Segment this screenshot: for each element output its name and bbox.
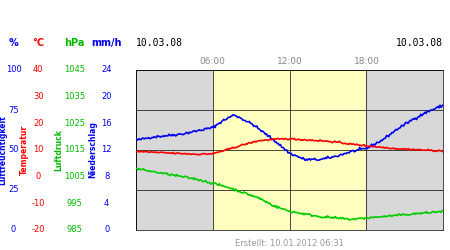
Text: 10.03.08: 10.03.08 [136,38,183,48]
Text: Temperatur: Temperatur [20,125,29,175]
Text: 20: 20 [33,119,44,128]
Text: -20: -20 [32,226,45,234]
Text: 8: 8 [104,172,109,181]
Text: 40: 40 [33,66,44,74]
Text: 25: 25 [8,186,19,194]
Text: 12: 12 [101,146,112,154]
Text: Luftfeuchtigkeit: Luftfeuchtigkeit [0,115,8,185]
Text: 30: 30 [33,92,44,101]
Text: 16: 16 [101,119,112,128]
Text: 10.03.08: 10.03.08 [396,38,443,48]
Text: 18:00: 18:00 [354,57,379,66]
Text: 1015: 1015 [64,146,85,154]
Text: -10: -10 [32,199,45,208]
Text: 985: 985 [66,226,82,234]
Text: 20: 20 [101,92,112,101]
Text: Erstellt: 10.01.2012 06:31: Erstellt: 10.01.2012 06:31 [235,238,344,248]
Text: 10: 10 [33,146,44,154]
Text: Niederschlag: Niederschlag [89,122,98,178]
Text: °C: °C [32,38,44,48]
Text: 1045: 1045 [64,66,85,74]
Text: 995: 995 [67,199,82,208]
Text: 1035: 1035 [64,92,85,101]
Text: 24: 24 [101,66,112,74]
Text: 0: 0 [11,226,16,234]
Text: 12:00: 12:00 [277,57,302,66]
Text: 06:00: 06:00 [200,57,226,66]
Text: 75: 75 [8,106,19,114]
Bar [136,70,213,230]
Text: 0: 0 [36,172,41,181]
Bar [366,70,443,230]
Text: 4: 4 [104,199,109,208]
Text: 1025: 1025 [64,119,85,128]
Text: 0: 0 [104,226,109,234]
Bar [213,70,366,230]
Text: 50: 50 [8,146,19,154]
Text: Luftdruck: Luftdruck [54,129,63,171]
Text: 1005: 1005 [64,172,85,181]
Text: 100: 100 [5,66,22,74]
Text: %: % [9,38,18,48]
Text: hPa: hPa [64,38,85,48]
Text: mm/h: mm/h [91,38,122,48]
